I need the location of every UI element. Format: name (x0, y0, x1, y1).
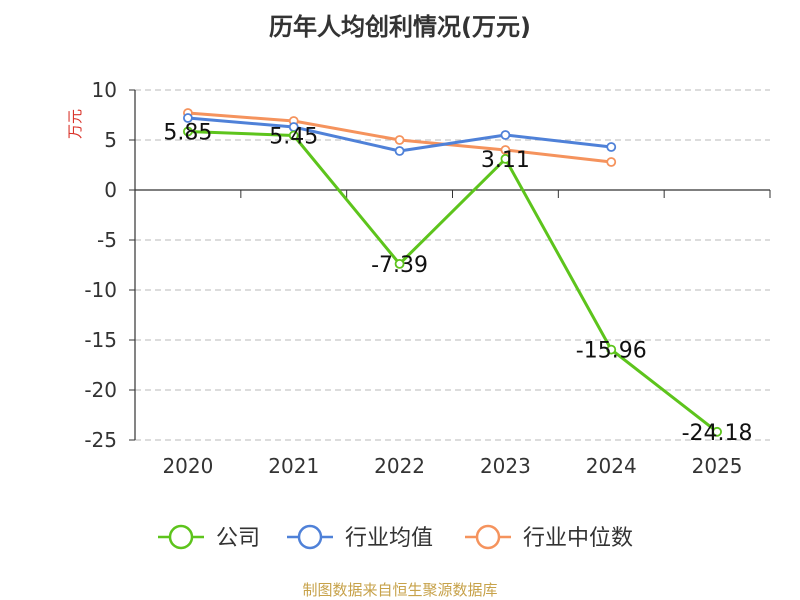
y-tick-label: -25 (84, 428, 117, 452)
y-tick-label: -20 (84, 378, 117, 402)
x-tick-label: 2023 (480, 454, 531, 478)
y-axis-label: 万元 (66, 109, 84, 139)
data-label: 3.11 (481, 148, 530, 173)
legend[interactable]: 公司 行业均值 行业中位数 (158, 524, 633, 551)
data-label: 5.45 (269, 125, 318, 150)
y-tick-label: -15 (84, 328, 117, 352)
data-point (288, 130, 299, 141)
legend-marker (475, 524, 501, 550)
axes: 10 5 0 -5 -10 -15 -20 -25 2020 2021 2022 2023 2024 20… (84, 78, 771, 478)
data-label: -7.39 (371, 253, 428, 278)
data-point (606, 157, 617, 167)
data-point (183, 113, 193, 123)
data-point (606, 344, 617, 355)
data-point (500, 130, 511, 140)
series-company (183, 126, 722, 437)
source-note: 制图数据来自恒生聚源数据库 (302, 581, 497, 599)
x-tick-label: 2020 (162, 454, 213, 478)
legend-marker (168, 524, 194, 550)
y-tick-label: -5 (97, 228, 117, 252)
data-point (500, 153, 511, 164)
series-industry-average (183, 113, 617, 156)
data-point (394, 135, 405, 145)
data-point (712, 426, 722, 437)
legend-item-industry-average[interactable]: 行业均值 (287, 524, 433, 551)
y-tick-label: 0 (104, 178, 117, 202)
legend-marker (297, 524, 323, 550)
x-tick-label: 2024 (586, 454, 637, 478)
series-industry-median (183, 108, 617, 167)
grid-lines (135, 89, 770, 441)
data-point (183, 126, 193, 137)
series-lines (183, 108, 722, 437)
x-tick-label: 2021 (268, 454, 319, 478)
y-tick-label: 10 (92, 78, 117, 102)
y-tick-label: -10 (84, 278, 117, 302)
series-line (187, 130, 719, 433)
legend-label: 行业中位数 (523, 526, 633, 551)
data-label: 5.85 (163, 121, 212, 146)
legend-item-industry-median[interactable]: 行业中位数 (465, 524, 633, 551)
data-label: -15.96 (576, 339, 647, 364)
legend-label: 公司 (216, 526, 260, 551)
data-point (606, 142, 617, 152)
y-tick-label: 5 (104, 128, 117, 152)
chart-title: 历年人均创利情况(万元) (269, 13, 531, 41)
legend-label: 行业均值 (345, 526, 433, 551)
legend-item-company[interactable]: 公司 (158, 524, 260, 551)
data-point (394, 146, 405, 156)
x-tick-label: 2022 (374, 454, 425, 478)
data-point (394, 258, 405, 269)
data-labels: 5.85 5.45 -7.39 3.11 -15.96 -24.18 (163, 121, 752, 446)
x-tick-label: 2025 (692, 454, 743, 478)
data-label: -24.18 (682, 421, 753, 446)
